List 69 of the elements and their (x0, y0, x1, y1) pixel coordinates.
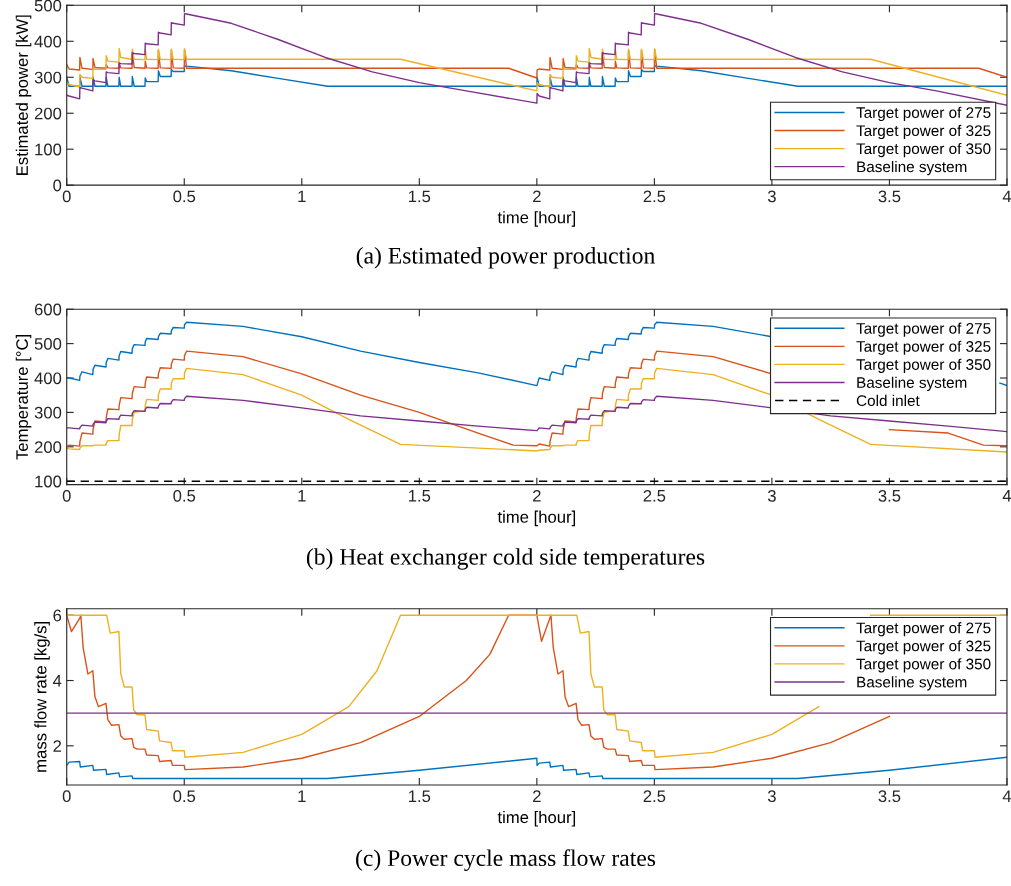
line-series (66, 756, 1007, 780)
legend-label: Baseline system (857, 160, 967, 176)
y-tick-label: 400 (34, 372, 62, 385)
line-series (66, 12, 1007, 107)
x-tick-label: 4 (1002, 790, 1011, 802)
x-tick-label: 3 (767, 190, 776, 203)
x-tick-label: 3 (767, 790, 776, 803)
x-tick-label: 1 (298, 190, 306, 203)
x-tick-label: 2.5 (643, 790, 666, 803)
y-tick-label: 100 (35, 143, 62, 156)
x-axis-title: time [hour] (497, 810, 576, 827)
legend-label: Baseline system (857, 376, 967, 391)
x-tick-label: 0.5 (173, 190, 196, 203)
legend-label: Target power of 350 (856, 358, 991, 373)
legend-label: Target power of 275 (856, 322, 991, 337)
legend-label: Target power of 350 (856, 142, 991, 158)
line-series (66, 395, 1007, 433)
x-tick-label: 4 (1002, 190, 1011, 203)
x-axis-title: time [hour] (497, 510, 576, 527)
x-tick-label: 3.5 (878, 790, 901, 803)
legend-label: Target power of 325 (856, 340, 991, 355)
x-tick-label: 0 (62, 489, 71, 502)
x-tick-label: 3.5 (878, 190, 901, 203)
y-axis-title: mass flow rate [kg/s] (34, 622, 50, 772)
x-tick-label: 3.5 (878, 489, 901, 502)
text: (c) Power cycle mass flow rates (356, 849, 656, 871)
x-tick-label: 3 (767, 489, 776, 502)
y-tick-label: 500 (34, 0, 62, 12)
x-tick-label: 2 (533, 190, 541, 203)
x-tick-label: 0.5 (173, 790, 196, 803)
x-tick-label: 2 (533, 790, 541, 802)
y-tick-label: 4 (52, 675, 62, 687)
x-tick-label: 2.5 (643, 190, 666, 203)
legend-label: Target power of 275 (856, 622, 991, 637)
legend-label: Target power of 325 (856, 124, 991, 140)
x-tick-label: 0 (62, 190, 71, 203)
legend-label: Target power of 350 (856, 658, 991, 673)
x-tick-label: 1.5 (409, 490, 431, 502)
line-series (66, 47, 1007, 96)
x-tick-label: 4 (1002, 490, 1011, 502)
x-tick-label: 1 (298, 790, 306, 802)
legend-label: Baseline system (857, 676, 967, 691)
text: (b) Heat exchanger cold side temperatures (306, 548, 705, 570)
x-tick-label: 1.5 (409, 790, 431, 803)
legend-label: Target power of 275 (856, 106, 991, 122)
x-tick-label: 1.5 (409, 190, 431, 203)
y-tick-label: 500 (34, 338, 62, 350)
x-tick-label: 1 (298, 490, 306, 502)
y-axis-title: Temperature [°C] (15, 335, 32, 460)
y-tick-label: 200 (34, 441, 62, 454)
y-tick-label: 400 (34, 35, 62, 48)
x-tick-label: 2.5 (643, 489, 666, 502)
y-tick-label: 2 (53, 740, 62, 752)
y-tick-label: 6 (53, 609, 62, 622)
x-tick-label: 0 (62, 790, 71, 803)
y-tick-label: 300 (34, 71, 62, 84)
legend-label: Target power of 325 (856, 640, 991, 655)
y-tick-label: 200 (34, 107, 62, 120)
x-axis-title: time [hour] (497, 211, 576, 227)
x-tick-label: 0.5 (173, 489, 196, 502)
legend-label: Cold inlet (856, 394, 920, 407)
y-tick-label: 600 (34, 303, 62, 316)
y-axis-title: Estimated power [kW] (15, 15, 32, 175)
y-tick-label: 0 (53, 179, 62, 192)
line-series (66, 65, 1007, 87)
y-tick-label: 100 (35, 475, 62, 488)
x-tick-label: 2 (533, 489, 541, 502)
y-tick-label: 300 (34, 406, 62, 419)
text: (a) Estimated power production (356, 247, 655, 269)
